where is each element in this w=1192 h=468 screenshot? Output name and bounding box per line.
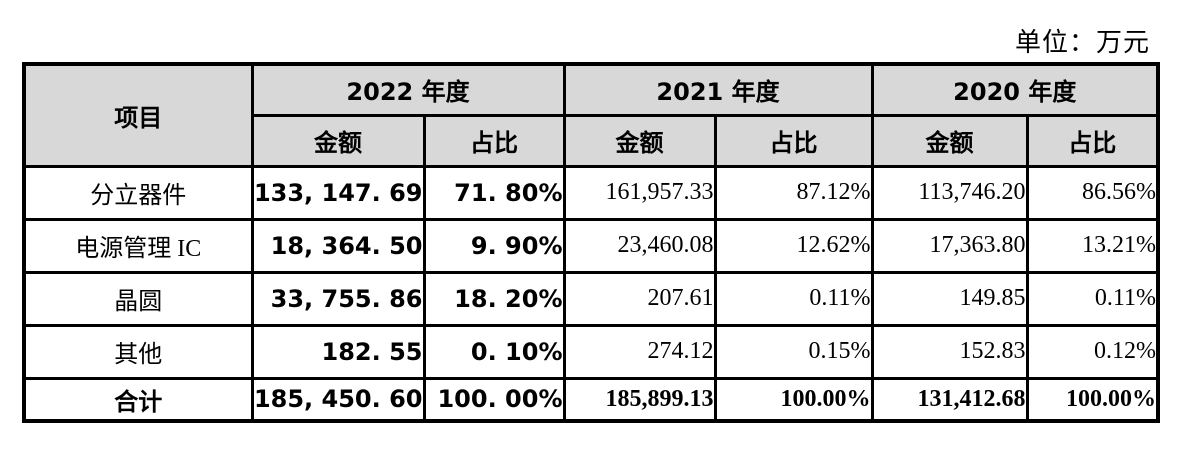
amount-2020: 152.83 [870,323,1029,380]
column-header-year-2022: 2022 年度 [250,62,566,117]
header-row-years: 项目 2022 年度 2021 年度 2020 年度 [22,62,1160,168]
row-label-total: 合计 [22,376,254,423]
column-header-ratio-2021: 占比 [713,113,874,168]
header-row-subcolumns: 金额 占比 金额 占比 金额 占比 [24,113,1160,168]
total-amount-2021: 185,899.13 [562,376,717,423]
amount-2022: 33, 755. 86 [250,270,426,327]
column-header-amount-2022: 金额 [250,113,426,168]
ratio-2022: 9. 90% [422,217,566,274]
table-row-wafer: 晶圆 33, 755. 86 18. 20% 207.61 0.11% 149.… [22,270,1160,327]
amount-2022: 133, 147. 69 [250,164,426,221]
ratio-2022: 71. 80% [422,164,566,221]
ratio-2020: 0.11% [1025,270,1160,327]
table-row-other: 其他 182. 55 0. 10% 274.12 0.15% 152.83 0.… [22,323,1160,380]
unit-label: 单位：万元 [1014,28,1150,57]
amount-2020: 113,746.20 [870,164,1029,221]
column-header-item: 项目 [22,62,254,168]
amount-2020: 17,363.80 [870,217,1029,274]
total-amount-2022: 185, 450. 60 [250,376,426,423]
amount-2022: 18, 364. 50 [250,217,426,274]
column-header-ratio-2020: 占比 [1025,113,1160,168]
total-ratio-2020: 100.00% [1025,376,1160,423]
revenue-by-product-table: 项目 2022 年度 2021 年度 2020 年度 金额 占比 金额 占比 金… [22,62,1160,423]
total-ratio-2022: 100. 00% [422,376,566,423]
amount-2022: 182. 55 [250,323,426,380]
table-row-power-management-ic: 电源管理 IC 18, 364. 50 9. 90% 23,460.08 12.… [22,217,1160,274]
ratio-2021: 0.15% [713,323,874,380]
total-amount-2020: 131,412.68 [870,376,1029,423]
ratio-2021: 87.12% [713,164,874,221]
row-label: 电源管理 IC [22,217,254,274]
column-header-ratio-2022: 占比 [422,113,566,168]
amount-2021: 274.12 [562,323,717,380]
row-label: 晶圆 [22,270,254,327]
column-header-year-2020: 2020 年度 [870,62,1160,117]
amount-2021: 161,957.33 [562,164,717,221]
ratio-2020: 13.21% [1025,217,1160,274]
total-ratio-2021: 100.00% [713,376,874,423]
ratio-2021: 12.62% [713,217,874,274]
ratio-2020: 86.56% [1025,164,1160,221]
amount-2021: 23,460.08 [562,217,717,274]
ratio-2022: 18. 20% [422,270,566,327]
ratio-2022: 0. 10% [422,323,566,380]
column-header-amount-2020: 金额 [870,113,1029,168]
ratio-2021: 0.11% [713,270,874,327]
row-label: 其他 [22,323,254,380]
amount-2021: 207.61 [562,270,717,327]
column-header-year-2021: 2021 年度 [562,62,874,117]
column-header-amount-2021: 金额 [562,113,717,168]
row-label: 分立器件 [22,164,254,221]
ratio-2020: 0.12% [1025,323,1160,380]
amount-2020: 149.85 [870,270,1029,327]
table-row-discrete-devices: 分立器件 133, 147. 69 71. 80% 161,957.33 87.… [22,164,1160,221]
table-row-total: 合计 185, 450. 60 100. 00% 185,899.13 100.… [22,376,1160,423]
